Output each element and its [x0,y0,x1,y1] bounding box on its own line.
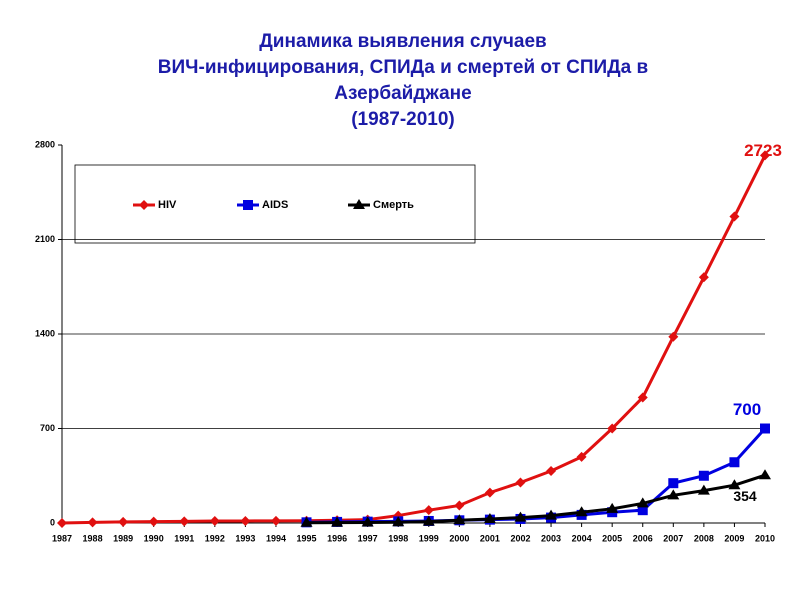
y-tick-label: 2100 [35,234,55,244]
point [760,423,770,434]
point [361,516,374,527]
point [179,516,190,527]
point [515,477,526,488]
series-line [61,154,767,525]
point [698,272,709,283]
point [483,512,496,523]
point [87,517,98,528]
x-tick-label: 2003 [541,533,561,543]
legend-box [74,164,476,244]
x-tick-label: 2002 [510,533,530,543]
point [575,506,588,517]
data-label: 354 [733,488,757,504]
y-tick-label: 1400 [35,328,55,338]
legend-marker [243,200,253,210]
point [636,497,649,508]
point [270,515,281,526]
x-tick-label: 1988 [83,533,103,543]
point [300,516,313,527]
point [392,516,405,527]
x-tick-label: 1990 [144,533,164,543]
x-tick-label: 1995 [297,533,317,543]
point [729,457,740,468]
x-tick-label: 2009 [724,533,744,543]
x-tick-label: 2006 [633,533,653,543]
point [545,509,558,520]
data-label: 2723 [744,141,782,160]
point [759,469,771,480]
legend-marker [353,199,365,209]
x-tick-label: 2008 [694,533,714,543]
x-tick-label: 2010 [755,533,775,543]
legend-label: HIV [158,199,177,211]
x-tick-label: 1998 [388,533,408,543]
x-tick-label: 2007 [663,533,683,543]
x-tick-label: 1997 [358,533,378,543]
point [667,489,680,500]
x-tick-label: 2001 [480,533,500,543]
x-tick-label: 2005 [602,533,622,543]
legend-label: Смерть [373,199,414,211]
y-tick-label: 700 [40,423,55,433]
point [607,423,618,434]
x-tick-label: 1999 [419,533,439,543]
chart-title: (1987-2010) [351,109,455,130]
point [728,479,741,490]
x-tick-label: 1989 [113,533,133,543]
point [668,478,679,489]
point [240,515,251,526]
x-tick-label: 1992 [205,533,225,543]
x-tick-label: 1987 [52,533,72,543]
x-tick-label: 1996 [327,533,347,543]
point [453,514,466,525]
x-tick-label: 2000 [449,533,469,543]
point [148,516,159,527]
point [423,505,434,516]
point [729,211,740,222]
point [484,487,495,498]
point [454,500,465,511]
point [209,515,220,526]
point [637,505,648,516]
x-tick-label: 1994 [266,533,286,543]
point [698,470,709,481]
point [331,516,344,527]
point [606,502,619,513]
chart-title: Динамика выявления случаев [259,31,546,52]
point [422,515,435,526]
x-tick-label: 2004 [572,533,592,543]
point [697,484,710,495]
point [546,466,557,477]
point [760,150,770,161]
point [668,331,679,342]
y-tick-label: 2800 [35,139,55,149]
data-label: 700 [733,400,761,419]
point [514,511,527,522]
point [576,451,587,462]
y-tick-label: 0 [50,517,55,527]
chart-title: Азербайджане [334,83,471,104]
x-tick-label: 1993 [235,533,255,543]
point [637,392,648,403]
legend-marker [139,200,149,210]
point [118,516,129,527]
x-tick-label: 1991 [174,533,194,543]
chart-title: ВИЧ-инфицирования, СПИДа и смертей от СП… [158,57,648,78]
point [57,518,67,528]
series-line [306,473,766,525]
legend-label: AIDS [262,199,288,211]
